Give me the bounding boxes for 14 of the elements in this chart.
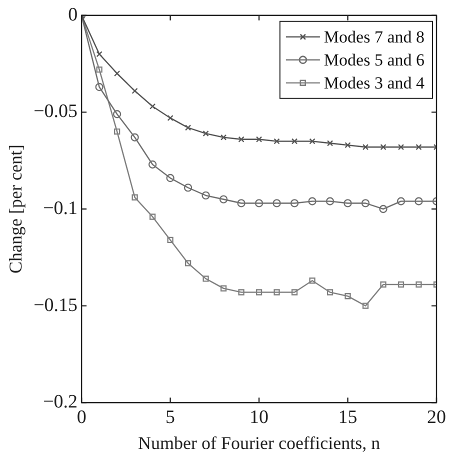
x-axis-title: Number of Fourier coefficients, n — [138, 432, 380, 453]
y-tick-label: −0.1 — [43, 198, 78, 219]
y-axis-title: Change [per cent] — [6, 144, 26, 274]
x-tick-label: 10 — [250, 406, 269, 428]
x-tick-label: 15 — [338, 406, 358, 428]
y-tick-label: −0.05 — [34, 101, 78, 122]
y-tick-label: −0.15 — [34, 294, 78, 316]
legend-label: Modes 5 and 6 — [324, 50, 425, 70]
x-tick-label: 5 — [166, 406, 176, 428]
legend-label: Modes 7 and 8 — [324, 27, 425, 46]
y-tick-label: −0.2 — [43, 392, 78, 413]
legend-label: Modes 3 and 4 — [324, 73, 425, 92]
x-tick-label: 20 — [427, 406, 446, 428]
y-tick-label: 0 — [68, 4, 78, 26]
